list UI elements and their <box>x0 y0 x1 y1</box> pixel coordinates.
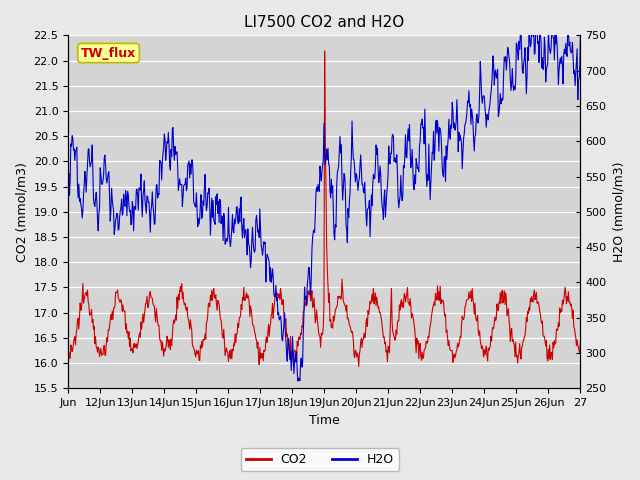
Legend: CO2, H2O: CO2, H2O <box>241 448 399 471</box>
Text: TW_flux: TW_flux <box>81 47 136 60</box>
Y-axis label: CO2 (mmol/m3): CO2 (mmol/m3) <box>15 162 28 262</box>
Y-axis label: H2O (mmol/m3): H2O (mmol/m3) <box>612 162 625 262</box>
X-axis label: Time: Time <box>309 414 340 427</box>
Title: LI7500 CO2 and H2O: LI7500 CO2 and H2O <box>244 15 404 30</box>
